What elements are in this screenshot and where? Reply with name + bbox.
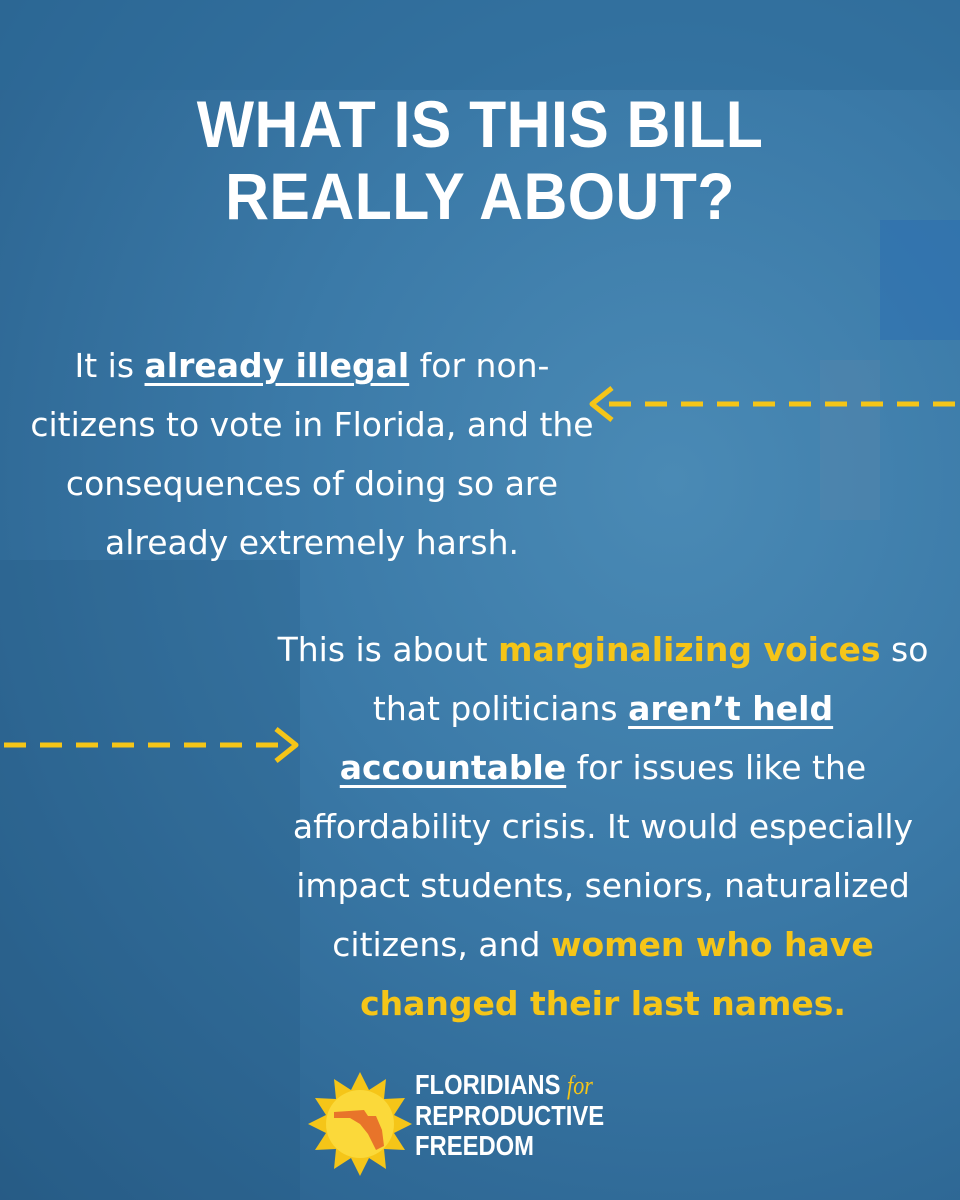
logo-for: for bbox=[567, 1071, 593, 1100]
paragraph: It is already illegal for non-citizens t… bbox=[22, 336, 602, 572]
text-run: for non-citizens to vote in Florida, and… bbox=[30, 346, 594, 562]
text-run: so that politicians bbox=[372, 630, 929, 728]
logo-line: FREEDOM bbox=[415, 1130, 534, 1161]
arrow bbox=[589, 386, 955, 422]
logo-line: FLORIDIANS bbox=[415, 1069, 561, 1100]
emphasis-underline: already illegal bbox=[144, 346, 410, 385]
emphasis-highlight: marginalizing voices bbox=[498, 630, 881, 669]
text-run: This is about bbox=[277, 630, 499, 669]
emphasis-highlight: women who have changed their last names. bbox=[360, 925, 874, 1023]
title-line: REALLY ABOUT? bbox=[225, 159, 735, 233]
logo-text: FLORIDIANS for REPRODUCTIVE FREEDOM bbox=[415, 1070, 604, 1161]
text-run: It is bbox=[74, 346, 145, 385]
logo-line: REPRODUCTIVE bbox=[415, 1100, 605, 1131]
arrow bbox=[4, 727, 299, 763]
text-run: for issues like the affordability crisis… bbox=[292, 748, 914, 964]
title: WHAT IS THIS BILL REALLY ABOUT? bbox=[38, 88, 921, 232]
emphasis-underline: aren’t held accountable bbox=[339, 689, 834, 787]
logo-sun bbox=[308, 1072, 412, 1176]
paragraph: This is about marginalizing voices so th… bbox=[268, 620, 938, 1033]
title-line: WHAT IS THIS BILL bbox=[196, 87, 764, 161]
